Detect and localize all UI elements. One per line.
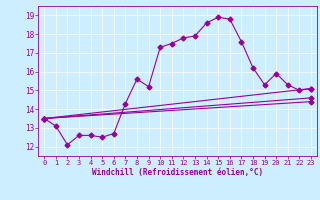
X-axis label: Windchill (Refroidissement éolien,°C): Windchill (Refroidissement éolien,°C) [92, 168, 263, 177]
